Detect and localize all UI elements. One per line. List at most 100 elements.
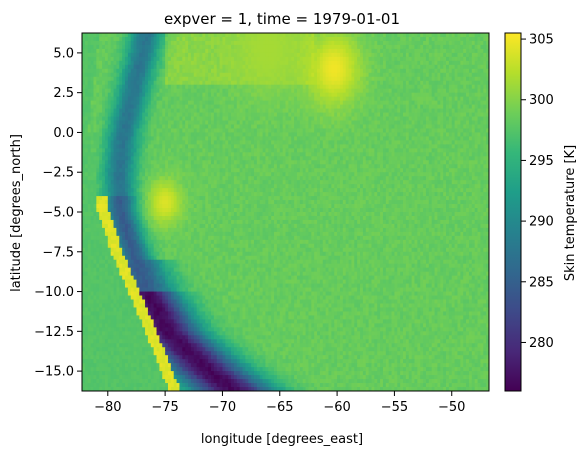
heatmap-cell	[119, 57, 122, 61]
heatmap-cell	[197, 168, 200, 172]
heatmap-cell	[197, 89, 200, 93]
heatmap-cell	[400, 85, 403, 89]
heatmap-cell	[426, 105, 429, 109]
heatmap-cell	[360, 152, 363, 156]
heatmap-cell	[139, 85, 142, 89]
heatmap-cell	[265, 89, 268, 93]
heatmap-cell	[409, 93, 412, 97]
heatmap-cell	[151, 77, 154, 81]
heatmap-cell	[386, 93, 389, 97]
heatmap-cell	[251, 77, 254, 81]
heatmap-cell	[409, 65, 412, 69]
heatmap-cell	[231, 136, 234, 140]
heatmap-cell	[403, 136, 406, 140]
heatmap-cell	[119, 152, 122, 156]
heatmap-cell	[162, 49, 165, 53]
heatmap-cell	[217, 37, 220, 41]
heatmap-cell	[409, 85, 412, 89]
heatmap-cell	[188, 61, 191, 65]
heatmap-cell	[294, 168, 297, 172]
heatmap-cell	[291, 117, 294, 121]
heatmap-cell	[400, 41, 403, 45]
heatmap-cell	[460, 89, 463, 93]
heatmap-cell	[466, 61, 469, 65]
heatmap-cell	[349, 69, 352, 73]
heatmap-cell	[478, 136, 481, 140]
heatmap-cell	[317, 148, 320, 152]
heatmap-cell	[328, 105, 331, 109]
heatmap-cell	[469, 61, 472, 65]
heatmap-cell	[357, 132, 360, 136]
heatmap-cell	[377, 121, 380, 125]
heatmap-cell	[165, 33, 168, 37]
heatmap-cell	[386, 77, 389, 81]
heatmap-cell	[228, 77, 231, 81]
heatmap-cell	[159, 41, 162, 45]
heatmap-cell	[311, 93, 314, 97]
heatmap-cell	[369, 156, 372, 160]
heatmap-cell	[240, 97, 243, 101]
heatmap-cell	[217, 41, 220, 45]
heatmap-cell	[294, 33, 297, 37]
heatmap-cell	[331, 152, 334, 156]
heatmap-cell	[96, 33, 99, 37]
heatmap-cell	[475, 53, 478, 57]
heatmap-cell	[397, 81, 400, 85]
heatmap-cell	[222, 109, 225, 113]
heatmap-cell	[185, 117, 188, 121]
heatmap-cell	[231, 61, 234, 65]
heatmap-cell	[122, 124, 125, 128]
heatmap-cell	[105, 168, 108, 172]
heatmap-cell	[406, 140, 409, 144]
heatmap-cell	[417, 49, 420, 53]
heatmap-cell	[446, 65, 449, 69]
heatmap-cell	[457, 156, 460, 160]
heatmap-cell	[429, 57, 432, 61]
heatmap-cell	[159, 132, 162, 136]
heatmap-cell	[260, 121, 263, 125]
heatmap-cell	[151, 57, 154, 61]
heatmap-cell	[328, 152, 331, 156]
heatmap-cell	[452, 65, 455, 69]
heatmap-cell	[191, 140, 194, 144]
heatmap-cell	[122, 69, 125, 73]
heatmap-cell	[403, 164, 406, 168]
heatmap-cell	[228, 121, 231, 125]
heatmap-cell	[288, 105, 291, 109]
heatmap-cell	[174, 128, 177, 132]
heatmap-cell	[245, 41, 248, 45]
heatmap-cell	[274, 89, 277, 93]
heatmap-cell	[188, 160, 191, 164]
heatmap-cell	[139, 73, 142, 77]
heatmap-cell	[151, 105, 154, 109]
heatmap-cell	[440, 61, 443, 65]
heatmap-cell	[228, 132, 231, 136]
heatmap-cell	[93, 45, 96, 49]
heatmap-cell	[400, 45, 403, 49]
heatmap-cell	[254, 37, 257, 41]
heatmap-cell	[389, 49, 392, 53]
heatmap-cell	[208, 160, 211, 164]
heatmap-cell	[340, 121, 343, 125]
heatmap-cell	[134, 113, 137, 117]
heatmap-cell	[389, 132, 392, 136]
heatmap-cell	[351, 89, 354, 93]
heatmap-cell	[351, 61, 354, 65]
heatmap-cell	[234, 105, 237, 109]
heatmap-cell	[99, 73, 102, 77]
heatmap-cell	[105, 33, 108, 37]
heatmap-cell	[429, 33, 432, 37]
heatmap-cell	[96, 136, 99, 140]
heatmap-cell	[426, 97, 429, 101]
heatmap-cell	[165, 156, 168, 160]
heatmap-cell	[472, 117, 475, 121]
heatmap-cell	[243, 73, 246, 77]
heatmap-cell	[297, 77, 300, 81]
heatmap-cell	[165, 41, 168, 45]
heatmap-cell	[125, 53, 128, 57]
heatmap-cell	[417, 128, 420, 132]
heatmap-cell	[159, 152, 162, 156]
heatmap-cell	[417, 73, 420, 77]
heatmap-cell	[202, 140, 205, 144]
heatmap-cell	[463, 97, 466, 101]
